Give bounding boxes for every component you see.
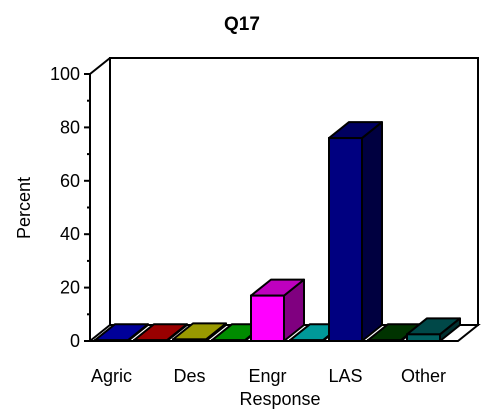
y-tick-label: 40: [60, 224, 80, 244]
x-tick-label: LAS: [328, 366, 362, 386]
bar-front: [328, 137, 363, 342]
y-tick-label: 100: [50, 64, 80, 84]
bar-front: [133, 339, 168, 343]
bar-front: [367, 339, 402, 343]
y-axis-label: Percent: [14, 177, 34, 239]
bar-5: [250, 278, 305, 342]
bar-front: [406, 333, 441, 343]
bar-front: [172, 338, 207, 343]
y-tick-label: 0: [70, 331, 80, 351]
bar-front: [289, 339, 324, 343]
y-tick-label: 20: [60, 278, 80, 298]
y-tick-label: 60: [60, 171, 80, 191]
x-tick-label: Agric: [91, 366, 132, 386]
bar-9: [406, 317, 461, 343]
bar-front: [250, 294, 285, 342]
bar-side: [361, 121, 383, 342]
plot-side-edge: [89, 57, 111, 75]
x-axis-label: Response: [239, 389, 320, 409]
bar-1: [94, 323, 149, 343]
bar-7: [328, 121, 383, 342]
bar-2: [133, 323, 188, 343]
x-tick-label: Engr: [248, 366, 286, 386]
x-tick-label: Other: [401, 366, 446, 386]
bar-front: [94, 339, 129, 343]
bar-front: [211, 339, 246, 343]
y-tick-label: 80: [60, 117, 80, 137]
x-tick-label: Des: [173, 366, 205, 386]
bar-3: [172, 322, 227, 343]
chart-title: Q17: [224, 14, 260, 35]
